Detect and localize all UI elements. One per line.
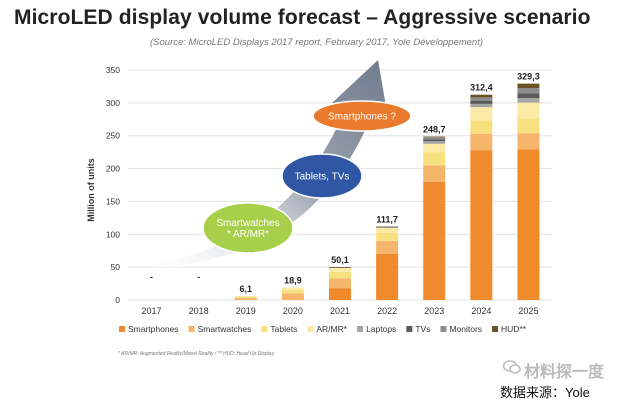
bar-segment-tablets (470, 120, 493, 134)
bar-segment-laptops (423, 141, 446, 144)
footnote: * AR/MR: Augmented Reality/Mixed Reality… (118, 351, 275, 357)
bar-segment-tablets (517, 118, 540, 134)
y-tick-label: 50 (111, 262, 121, 272)
total-label: 6,1 (240, 284, 253, 294)
legend-label: Tablets (270, 324, 297, 334)
bar-segment-smartwatches (281, 293, 304, 300)
bar-segment-laptops (517, 98, 540, 103)
bar-segment-laptops (470, 103, 493, 108)
bar-segment-smartphones (329, 288, 351, 300)
bar-segment-armr (517, 102, 540, 119)
x-tick-label: 2022 (377, 306, 397, 316)
total-label: 111,7 (376, 215, 398, 225)
legend-label: Monitors (449, 324, 482, 334)
bar-segment-smartwatches (376, 240, 399, 254)
x-tick-label: 2025 (518, 306, 538, 316)
bar-segment-monitors (423, 137, 446, 140)
y-tick-label: 200 (106, 164, 120, 174)
bar-segment-monitors (517, 88, 540, 94)
watermark-brand: 材料探一度 (524, 364, 605, 381)
bar-segment-armr (329, 267, 351, 272)
annotation-bubble-smartwatches (202, 202, 294, 254)
bar-segment-hud (376, 226, 399, 228)
y-tick-label: 100 (106, 229, 120, 239)
y-tick-label: 300 (106, 98, 120, 108)
bar-segment-smartwatches (423, 165, 446, 182)
legend-swatch (357, 326, 364, 332)
total-label: 329,3 (517, 72, 540, 82)
bar-segment-monitors (470, 97, 493, 101)
bar-segment-tablets (234, 296, 257, 299)
bar-segment-tablets (329, 271, 351, 279)
bar-segment-hud (423, 136, 446, 138)
bar-segment-armr (281, 287, 304, 291)
total-label: 18,9 (284, 276, 302, 286)
y-tick-label: 250 (106, 131, 120, 141)
x-tick-label: 2017 (142, 306, 162, 316)
bar-segment-laptops (376, 227, 399, 228)
y-axis-label: Million of units (86, 158, 96, 222)
x-tick-label: 2021 (330, 306, 350, 316)
x-tick-label: 2018 (189, 306, 209, 316)
bar-segment-hud (329, 267, 351, 268)
bar-segment-armr (234, 295, 257, 297)
legend-label: Smartwatches (198, 324, 252, 334)
legend-swatch (492, 326, 499, 332)
legend-swatch (307, 326, 314, 332)
legend-swatch (440, 326, 447, 332)
bar-segment-armr (470, 107, 493, 121)
source-note: 数据来源：Yole (500, 385, 590, 400)
legend-swatch (188, 326, 195, 332)
annotation-text: Smartwatches (216, 218, 279, 229)
bar-segment-tvs (423, 139, 446, 142)
total-label: - (150, 272, 153, 282)
annotation-text: * AR/MR* (227, 229, 269, 240)
legend-swatch (119, 326, 125, 332)
legend-swatch (406, 326, 413, 332)
y-tick-label: 350 (106, 65, 120, 75)
chart-title: MicroLED display volume forecast – Aggre… (14, 6, 591, 29)
annotation-bubble-smartphones (312, 100, 412, 132)
bar-segment-tvs (470, 100, 493, 104)
bar-segment-smartwatches (517, 133, 540, 150)
x-tick-label: 2023 (424, 306, 444, 316)
total-label: - (197, 272, 200, 282)
x-tick-label: 2019 (236, 306, 256, 316)
wechat-icon (503, 360, 521, 374)
annotation-bubble-tablets (281, 153, 363, 199)
legend-label: Smartphones (128, 324, 179, 334)
bar-segment-smartwatches (329, 278, 351, 289)
annotation-text: Smartphones ? (328, 112, 396, 123)
y-tick-label: 0 (115, 295, 120, 305)
bar-segment-tablets (281, 290, 304, 294)
bar-segment-hud (470, 94, 493, 98)
bar-segment-smartphones (517, 149, 540, 300)
bar-segment-tablets (376, 232, 399, 241)
x-tick-label: 2020 (283, 306, 303, 316)
bar-segment-smartphones (423, 181, 446, 300)
annotation-text: Tablets, TVs (295, 172, 350, 183)
bar-segment-hud (517, 83, 540, 89)
bar-segment-armr (423, 143, 446, 153)
bar-segment-smartwatches (470, 133, 493, 151)
legend-label: HUD** (501, 324, 527, 334)
legend-label: AR/MR* (316, 324, 347, 334)
bar-segment-armr (376, 227, 399, 233)
bar-segment-tvs (517, 93, 540, 99)
legend-label: TVs (415, 324, 430, 334)
y-tick-label: 150 (106, 196, 120, 206)
bar-segment-smartphones (376, 254, 399, 300)
legend-swatch (261, 326, 268, 332)
legend-label: Laptops (366, 324, 396, 334)
bar-segment-smartphones (470, 150, 493, 300)
total-label: 50,1 (331, 255, 349, 265)
bar-segment-tablets (423, 152, 446, 166)
chart-subtitle: (Source: MicroLED Displays 2017 report, … (150, 37, 484, 48)
x-tick-label: 2024 (471, 306, 491, 316)
total-label: 248,7 (423, 125, 446, 135)
total-label: 312,4 (470, 83, 493, 93)
bar-segment-smartwatches (234, 298, 257, 300)
